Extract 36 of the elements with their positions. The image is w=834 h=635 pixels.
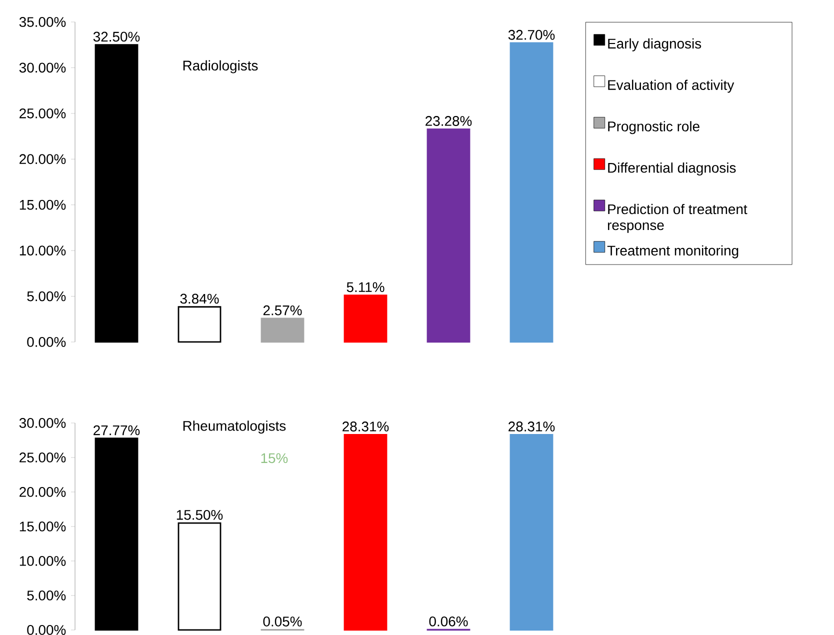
data-label: 5.11% xyxy=(346,282,384,292)
data-label: 27.77% xyxy=(94,425,140,436)
legend-label: Evaluation of activity xyxy=(608,80,734,93)
legend-label: Differential diagnosis xyxy=(608,162,736,176)
y-tick-label: 30.00% xyxy=(19,418,66,428)
data-label: 0.05% xyxy=(263,616,302,626)
annotation: 15% xyxy=(261,453,288,464)
chart-title: Rheumatologists xyxy=(183,420,286,434)
data-label: 15.50% xyxy=(176,510,223,520)
data-label: 32.70% xyxy=(508,30,555,40)
text: Radiologists xyxy=(183,60,258,74)
y-tick-label: 15.00% xyxy=(20,200,66,210)
y-tick-label: 35.00% xyxy=(19,17,66,27)
data-label: 32.50% xyxy=(93,32,140,42)
legend-label: Prediction of treatment response xyxy=(608,204,748,233)
y-tick-label: 10.00% xyxy=(20,556,66,566)
y-tick-label: 20.00% xyxy=(20,487,66,497)
data-label: 28.31% xyxy=(342,422,389,432)
y-tick-label: 0.00% xyxy=(27,337,66,347)
data-label: 3.84% xyxy=(180,294,219,304)
y-tick-label: 0.00% xyxy=(27,625,66,635)
y-tick-label: 5.00% xyxy=(27,291,66,302)
data-label: 28.31% xyxy=(508,422,555,432)
y-tick-label: 25.00% xyxy=(20,452,66,462)
data-label: 2.57% xyxy=(263,305,302,316)
legend-label: Prognostic role xyxy=(608,121,700,134)
y-tick-label: 5.00% xyxy=(27,590,66,600)
y-tick-label: 30.00% xyxy=(19,62,66,73)
legend-label: Treatment monitoring xyxy=(607,245,738,258)
legend-label: Early diagnosis xyxy=(608,38,702,52)
y-tick-label: 10.00% xyxy=(20,246,66,256)
data-label: 0.06% xyxy=(429,616,468,626)
data-label: 23.28% xyxy=(426,116,472,126)
y-tick-label: 15.00% xyxy=(20,522,66,532)
y-tick-label: 25.00% xyxy=(20,108,66,118)
y-tick-label: 20.00% xyxy=(20,154,66,164)
